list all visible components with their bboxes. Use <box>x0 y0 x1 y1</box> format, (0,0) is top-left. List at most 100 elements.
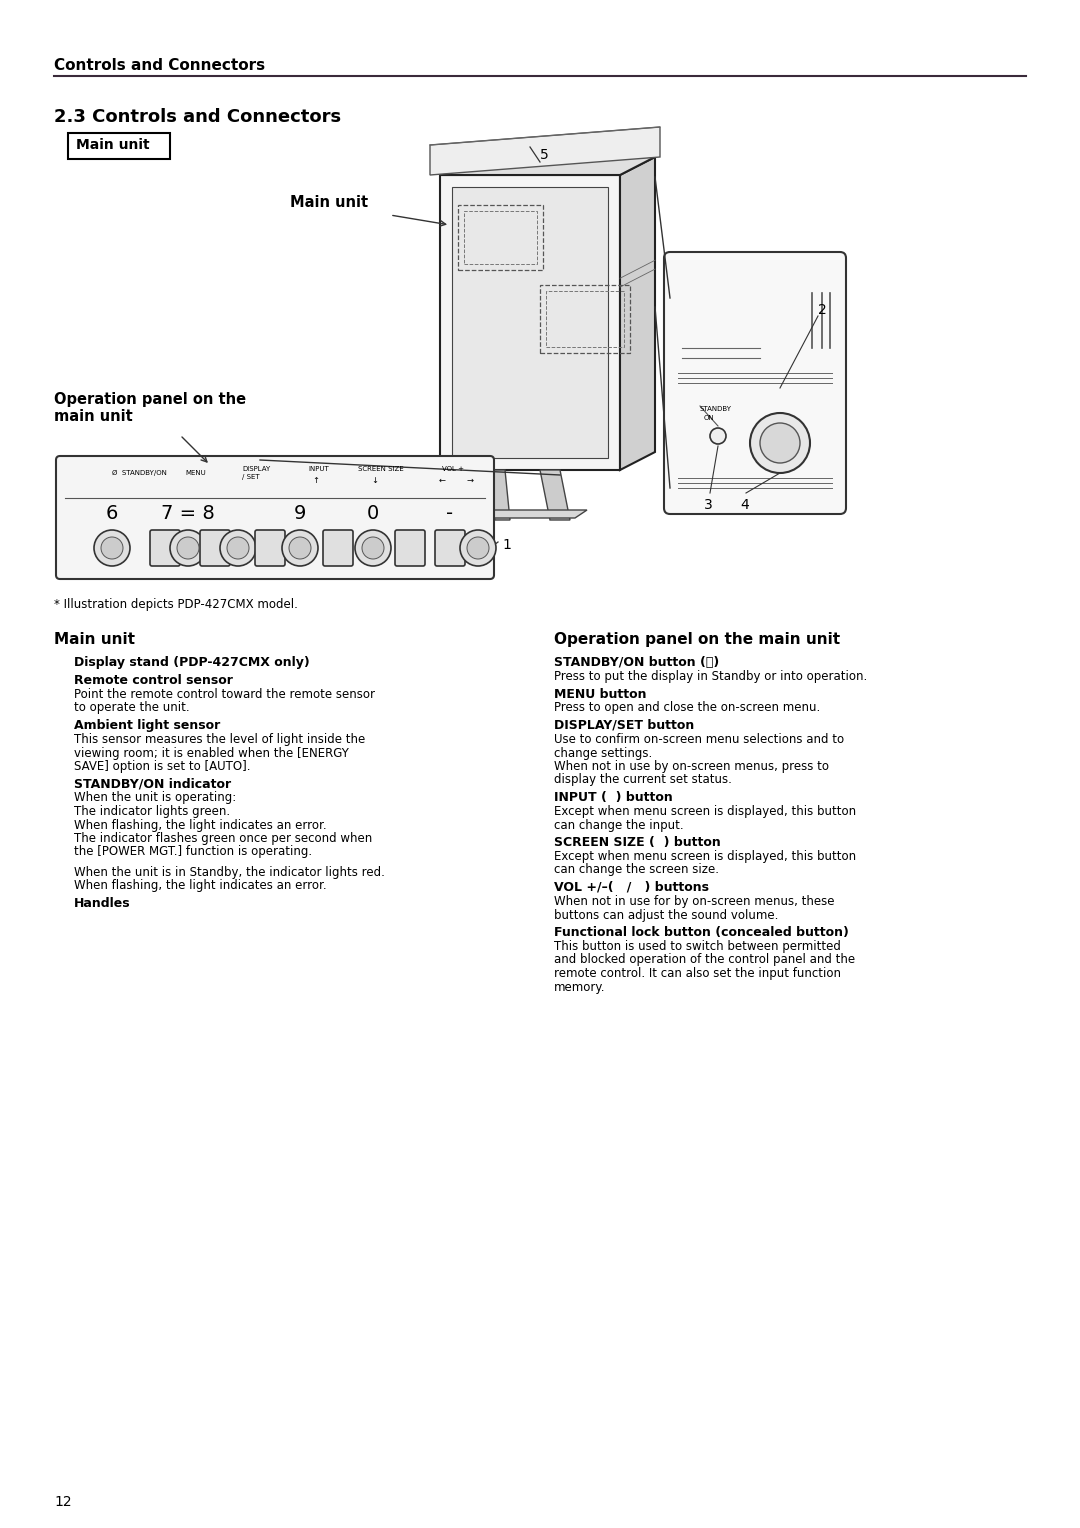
Text: When not in use by on-screen menus, press to: When not in use by on-screen menus, pres… <box>554 759 829 773</box>
Polygon shape <box>440 176 620 471</box>
Circle shape <box>460 530 496 565</box>
Circle shape <box>170 530 206 565</box>
Text: MENU: MENU <box>185 471 206 477</box>
Text: Use to confirm on-screen menu selections and to: Use to confirm on-screen menu selections… <box>554 733 845 746</box>
Text: buttons can adjust the sound volume.: buttons can adjust the sound volume. <box>554 909 779 921</box>
Text: 1: 1 <box>502 538 511 552</box>
Text: This button is used to switch between permitted: This button is used to switch between pe… <box>554 940 841 953</box>
Polygon shape <box>440 157 654 176</box>
Text: display the current set status.: display the current set status. <box>554 773 732 787</box>
Text: 0: 0 <box>367 504 379 523</box>
Text: Point the remote control toward the remote sensor: Point the remote control toward the remo… <box>75 688 375 701</box>
FancyBboxPatch shape <box>200 530 230 565</box>
Text: ←: ← <box>438 477 446 484</box>
Text: Press to put the display in Standby or into operation.: Press to put the display in Standby or i… <box>554 669 867 683</box>
Text: The indicator flashes green once per second when: The indicator flashes green once per sec… <box>75 833 373 845</box>
Text: 12: 12 <box>54 1494 71 1510</box>
Circle shape <box>355 530 391 565</box>
Circle shape <box>710 428 726 445</box>
Bar <box>458 205 543 270</box>
Polygon shape <box>540 471 570 520</box>
Text: Ø  STANDBY/ON: Ø STANDBY/ON <box>112 471 167 477</box>
Text: VOL +: VOL + <box>442 466 464 472</box>
FancyBboxPatch shape <box>323 530 353 565</box>
Text: 9: 9 <box>294 504 307 523</box>
Circle shape <box>467 536 489 559</box>
Circle shape <box>760 423 800 463</box>
Text: can change the input.: can change the input. <box>554 819 684 831</box>
FancyBboxPatch shape <box>150 530 180 565</box>
Text: STANDBY: STANDBY <box>700 406 732 413</box>
Text: 3: 3 <box>704 498 713 512</box>
Text: The indicator lights green.: The indicator lights green. <box>75 805 230 817</box>
Text: MENU button: MENU button <box>554 688 647 700</box>
Text: memory.: memory. <box>554 981 606 993</box>
Bar <box>464 211 537 264</box>
Circle shape <box>362 536 384 559</box>
Text: Press to open and close the on-screen menu.: Press to open and close the on-screen me… <box>554 701 820 715</box>
Text: -: - <box>446 504 454 523</box>
Text: When the unit is operating:: When the unit is operating: <box>75 792 237 805</box>
Text: INPUT (  ) button: INPUT ( ) button <box>554 792 673 804</box>
Text: 4: 4 <box>740 498 748 512</box>
Text: STANDBY/ON indicator: STANDBY/ON indicator <box>75 778 231 790</box>
Text: DISPLAY/SET button: DISPLAY/SET button <box>554 720 694 732</box>
Text: When not in use for by on-screen menus, these: When not in use for by on-screen menus, … <box>554 895 835 908</box>
Text: When flashing, the light indicates an error.: When flashing, the light indicates an er… <box>75 880 326 892</box>
Text: ↓: ↓ <box>372 477 378 484</box>
Bar <box>68 133 170 159</box>
Text: SAVE] option is set to [AUTO].: SAVE] option is set to [AUTO]. <box>75 759 251 773</box>
Text: Display stand (PDP-427CMX only): Display stand (PDP-427CMX only) <box>75 656 310 669</box>
Circle shape <box>289 536 311 559</box>
Text: Operation panel on the main unit: Operation panel on the main unit <box>554 633 840 646</box>
Text: SCREEN SIZE (  ) button: SCREEN SIZE ( ) button <box>554 836 720 850</box>
Text: can change the screen size.: can change the screen size. <box>554 863 719 877</box>
Text: Main unit: Main unit <box>76 138 150 151</box>
Text: Operation panel on the
main unit: Operation panel on the main unit <box>54 393 246 425</box>
Text: change settings.: change settings. <box>554 747 652 759</box>
Text: DISPLAY: DISPLAY <box>242 466 270 472</box>
Bar <box>546 290 624 347</box>
FancyBboxPatch shape <box>56 455 494 579</box>
Text: When the unit is in Standby, the indicator lights red.: When the unit is in Standby, the indicat… <box>75 866 384 879</box>
Text: When flashing, the light indicates an error.: When flashing, the light indicates an er… <box>75 819 326 831</box>
Text: Ambient light sensor: Ambient light sensor <box>75 720 220 732</box>
Text: This sensor measures the level of light inside the: This sensor measures the level of light … <box>75 733 365 746</box>
Text: 7 = 8: 7 = 8 <box>161 504 215 523</box>
Text: ON: ON <box>704 416 715 422</box>
Text: VOL +/–(   /   ) buttons: VOL +/–( / ) buttons <box>554 882 708 894</box>
Text: Except when menu screen is displayed, this button: Except when menu screen is displayed, th… <box>554 850 856 863</box>
FancyBboxPatch shape <box>395 530 426 565</box>
Text: and blocked operation of the control panel and the: and blocked operation of the control pan… <box>554 953 855 967</box>
Text: Functional lock button (concealed button): Functional lock button (concealed button… <box>554 926 849 940</box>
Text: 2.3 Controls and Connectors: 2.3 Controls and Connectors <box>54 108 341 125</box>
Text: Remote control sensor: Remote control sensor <box>75 674 233 688</box>
FancyBboxPatch shape <box>255 530 285 565</box>
Bar <box>681 283 828 338</box>
Text: 5: 5 <box>540 148 549 162</box>
Polygon shape <box>480 471 510 520</box>
Text: ↑: ↑ <box>312 477 320 484</box>
Circle shape <box>94 530 130 565</box>
Text: 2: 2 <box>818 303 827 316</box>
Text: INPUT: INPUT <box>308 466 328 472</box>
Polygon shape <box>430 127 660 176</box>
Text: Handles: Handles <box>75 897 131 911</box>
Polygon shape <box>620 157 654 471</box>
Circle shape <box>102 536 123 559</box>
Text: SCREEN SIZE: SCREEN SIZE <box>357 466 404 472</box>
Circle shape <box>227 536 249 559</box>
Text: Except when menu screen is displayed, this button: Except when menu screen is displayed, th… <box>554 805 856 817</box>
Text: 6: 6 <box>106 504 118 523</box>
FancyBboxPatch shape <box>435 530 465 565</box>
Text: →: → <box>467 477 473 484</box>
FancyBboxPatch shape <box>664 252 846 513</box>
Text: to operate the unit.: to operate the unit. <box>75 701 190 715</box>
Text: Controls and Connectors: Controls and Connectors <box>54 58 265 73</box>
Circle shape <box>220 530 256 565</box>
Text: * Illustration depicts PDP-427CMX model.: * Illustration depicts PDP-427CMX model. <box>54 597 298 611</box>
Circle shape <box>282 530 318 565</box>
Polygon shape <box>475 510 588 518</box>
Polygon shape <box>453 186 608 458</box>
Text: the [POWER MGT.] function is operating.: the [POWER MGT.] function is operating. <box>75 845 312 859</box>
